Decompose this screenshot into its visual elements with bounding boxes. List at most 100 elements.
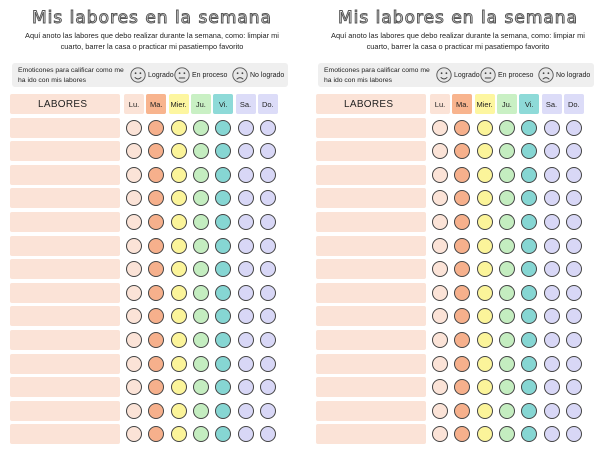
rating-circle[interactable] — [148, 237, 165, 254]
rating-circle[interactable] — [432, 214, 448, 230]
task-field[interactable] — [10, 259, 120, 280]
rating-circle[interactable] — [192, 237, 209, 254]
rating-circle[interactable] — [215, 237, 232, 254]
rating-circle[interactable] — [259, 143, 276, 160]
rating-circle[interactable] — [521, 355, 538, 372]
rating-circle[interactable] — [237, 355, 254, 372]
rating-circle[interactable] — [215, 426, 232, 443]
rating-circle[interactable] — [432, 237, 448, 254]
rating-circle[interactable] — [237, 379, 254, 396]
rating-circle[interactable] — [454, 214, 471, 230]
task-field[interactable] — [10, 212, 120, 232]
rating-circle[interactable] — [215, 166, 232, 183]
rating-circle[interactable] — [521, 284, 538, 301]
rating-circle[interactable] — [498, 119, 515, 136]
rating-circle[interactable] — [237, 308, 254, 325]
rating-circle[interactable] — [454, 332, 471, 348]
rating-circle[interactable] — [148, 119, 165, 136]
rating-circle[interactable] — [215, 119, 232, 136]
rating-circle[interactable] — [170, 379, 187, 396]
rating-circle[interactable] — [498, 355, 515, 372]
rating-circle[interactable] — [543, 355, 560, 372]
rating-circle[interactable] — [498, 379, 515, 396]
rating-circle[interactable] — [170, 237, 187, 254]
rating-circle[interactable] — [126, 284, 142, 301]
rating-circle[interactable] — [476, 379, 493, 396]
rating-circle[interactable] — [170, 284, 187, 301]
rating-circle[interactable] — [215, 355, 232, 372]
rating-circle[interactable] — [432, 308, 448, 325]
rating-circle[interactable] — [215, 379, 232, 396]
rating-circle[interactable] — [126, 426, 142, 443]
task-field[interactable] — [316, 235, 426, 256]
rating-circle[interactable] — [565, 308, 582, 325]
rating-circle[interactable] — [259, 379, 276, 396]
rating-circle[interactable] — [476, 308, 493, 325]
rating-circle[interactable] — [432, 426, 448, 443]
rating-circle[interactable] — [521, 332, 538, 348]
rating-circle[interactable] — [454, 426, 471, 443]
rating-circle[interactable] — [126, 355, 142, 372]
task-field[interactable] — [10, 117, 120, 138]
rating-circle[interactable] — [498, 284, 515, 301]
rating-circle[interactable] — [237, 166, 254, 183]
task-field[interactable] — [10, 353, 120, 374]
rating-circle[interactable] — [498, 332, 515, 348]
rating-circle[interactable] — [498, 214, 515, 230]
rating-circle[interactable] — [215, 261, 232, 278]
rating-circle[interactable] — [543, 332, 560, 348]
rating-circle[interactable] — [170, 308, 187, 325]
rating-circle[interactable] — [126, 190, 142, 207]
rating-circle[interactable] — [126, 402, 142, 419]
rating-circle[interactable] — [126, 143, 142, 160]
rating-circle[interactable] — [454, 119, 471, 136]
rating-circle[interactable] — [170, 214, 187, 230]
rating-circle[interactable] — [432, 190, 448, 207]
rating-circle[interactable] — [237, 143, 254, 160]
rating-circle[interactable] — [521, 237, 538, 254]
rating-circle[interactable] — [126, 119, 142, 136]
rating-circle[interactable] — [192, 261, 209, 278]
rating-circle[interactable] — [170, 261, 187, 278]
rating-circle[interactable] — [148, 402, 165, 419]
rating-circle[interactable] — [543, 402, 560, 419]
rating-circle[interactable] — [565, 119, 582, 136]
rating-circle[interactable] — [454, 190, 471, 207]
task-field[interactable] — [10, 377, 120, 398]
rating-circle[interactable] — [498, 143, 515, 160]
rating-circle[interactable] — [454, 284, 471, 301]
rating-circle[interactable] — [192, 308, 209, 325]
rating-circle[interactable] — [521, 402, 538, 419]
rating-circle[interactable] — [521, 166, 538, 183]
rating-circle[interactable] — [259, 119, 276, 136]
rating-circle[interactable] — [192, 426, 209, 443]
rating-circle[interactable] — [454, 237, 471, 254]
rating-circle[interactable] — [237, 426, 254, 443]
task-field[interactable] — [316, 282, 426, 303]
rating-circle[interactable] — [237, 119, 254, 136]
rating-circle[interactable] — [543, 166, 560, 183]
rating-circle[interactable] — [565, 355, 582, 372]
task-field[interactable] — [316, 259, 426, 280]
rating-circle[interactable] — [237, 237, 254, 254]
rating-circle[interactable] — [476, 214, 493, 230]
rating-circle[interactable] — [476, 402, 493, 419]
task-field[interactable] — [316, 424, 426, 445]
task-field[interactable] — [316, 353, 426, 374]
rating-circle[interactable] — [170, 143, 187, 160]
rating-circle[interactable] — [126, 332, 142, 348]
rating-circle[interactable] — [543, 261, 560, 278]
rating-circle[interactable] — [192, 119, 209, 136]
rating-circle[interactable] — [259, 355, 276, 372]
rating-circle[interactable] — [565, 379, 582, 396]
task-field[interactable] — [316, 141, 426, 162]
rating-circle[interactable] — [543, 284, 560, 301]
task-field[interactable] — [10, 188, 120, 209]
task-field[interactable] — [316, 212, 426, 232]
rating-circle[interactable] — [521, 143, 538, 160]
rating-circle[interactable] — [521, 308, 538, 325]
rating-circle[interactable] — [237, 190, 254, 207]
rating-circle[interactable] — [543, 119, 560, 136]
rating-circle[interactable] — [215, 143, 232, 160]
rating-circle[interactable] — [148, 426, 165, 443]
